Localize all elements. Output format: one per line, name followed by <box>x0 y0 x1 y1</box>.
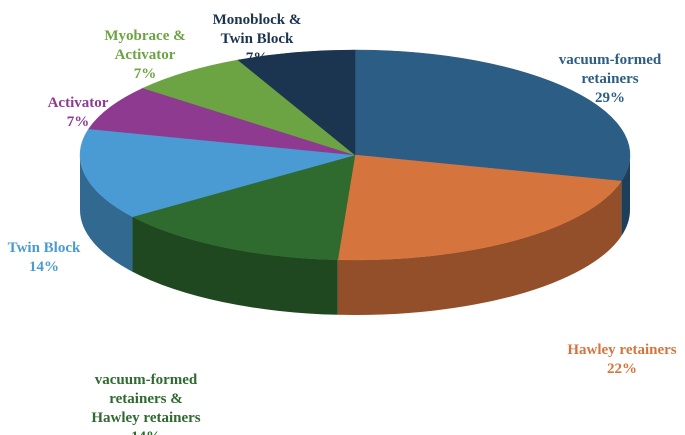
slice-label-line: Hawley retainers <box>91 410 200 426</box>
pie-sides <box>80 155 630 316</box>
slice-percent: 14% <box>131 429 161 435</box>
pie-slices <box>79 49 631 261</box>
slice-label-line: Twin Block <box>8 240 81 256</box>
pie-slice-4 <box>88 87 356 156</box>
slice-label-line: retainers & <box>109 391 182 407</box>
pie-side-3 <box>80 155 133 272</box>
slice-label-line: Activator <box>115 47 176 63</box>
slice-label-line: vacuum-formed <box>95 372 198 388</box>
slice-percent: 7% <box>246 50 269 66</box>
pie-side-0 <box>621 155 630 237</box>
slice-label-line: vacuum-formed <box>559 52 662 68</box>
pie-labels: vacuum-formed retainers 29% Hawley retainer… <box>8 12 677 435</box>
slice-percent: 7% <box>134 66 157 82</box>
pie-slice-0 <box>354 49 631 182</box>
slice-label-2: vacuum-formed retainers & Hawley retainers… <box>91 372 200 435</box>
slice-percent: 14% <box>29 259 59 275</box>
slice-percent: 22% <box>607 361 637 377</box>
pie-side-1 <box>337 181 622 316</box>
pie-slice-2 <box>131 154 356 261</box>
slice-label-line: Myobrace & <box>104 28 185 44</box>
slice-label-5: Myobrace & Activator 7% <box>104 28 185 82</box>
pie-slice-3 <box>79 128 356 217</box>
slice-label-line: retainers <box>581 71 638 87</box>
slice-label-3: Twin Block 14% <box>8 240 81 275</box>
pie-slice-1 <box>337 154 622 261</box>
slice-label-line: Hawley retainers <box>567 342 676 358</box>
slice-percent: 7% <box>67 114 90 130</box>
pie-side-2 <box>132 216 338 315</box>
pie-slice-5 <box>142 59 356 156</box>
slice-percent: 29% <box>595 90 625 106</box>
slice-label-6: Monoblock & Twin Block 7% <box>213 12 302 66</box>
slice-label-line: Twin Block <box>221 31 294 47</box>
pie-slice-6 <box>237 49 356 156</box>
slice-label-line: Activator <box>48 95 109 111</box>
slice-label-1: Hawley retainers 22% <box>567 342 676 377</box>
slice-label-4: Activator 7% <box>48 95 109 130</box>
slice-label-line: Monoblock & <box>213 12 302 28</box>
slice-label-0: vacuum-formed retainers 29% <box>559 52 662 106</box>
